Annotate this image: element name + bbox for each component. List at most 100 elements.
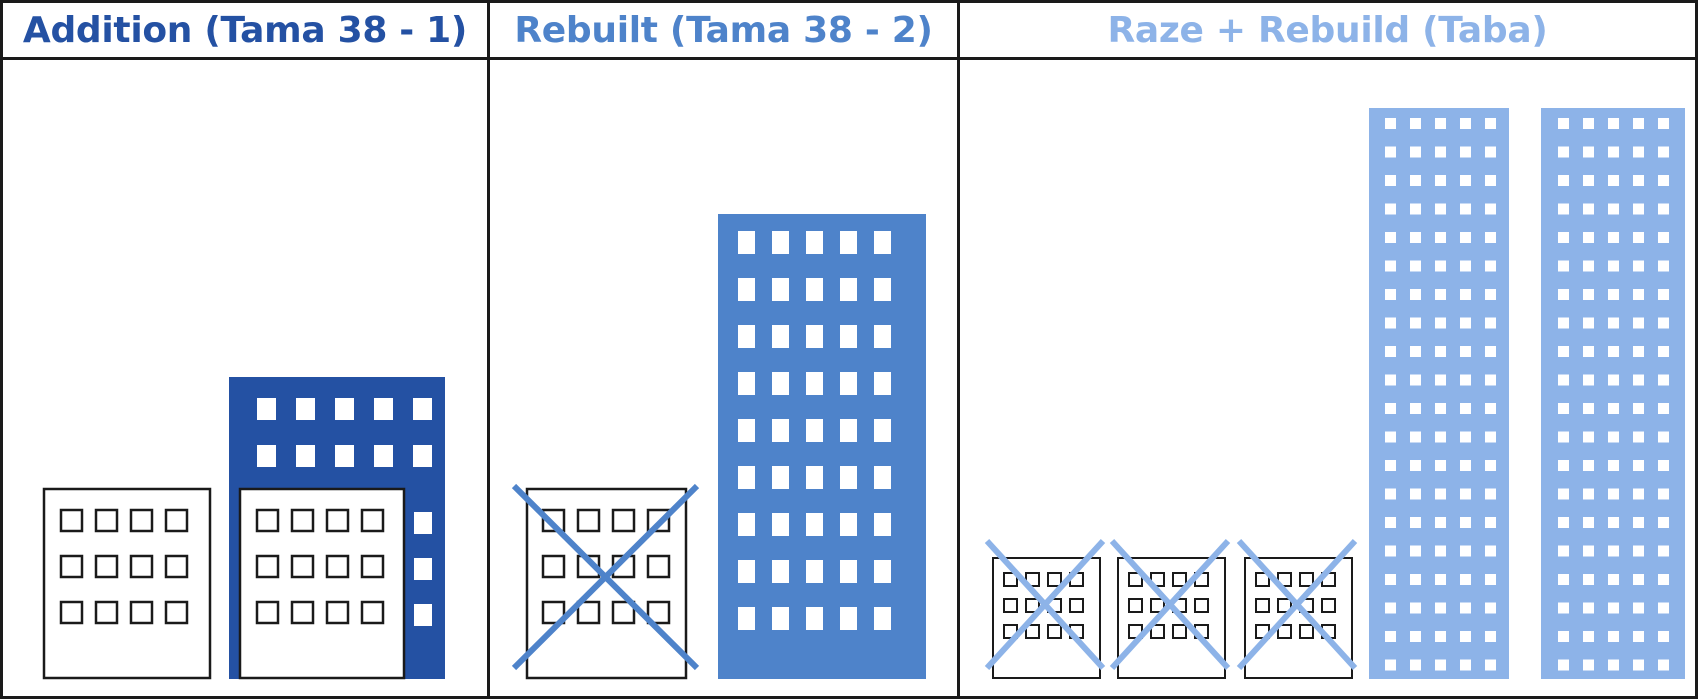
rebuilt-tower-window: [874, 466, 891, 489]
new-tower-1-window: [1485, 232, 1496, 243]
razed-building-3-window: [1277, 624, 1292, 639]
new-tower-2-window: [1658, 460, 1669, 471]
raze-cross-1: [984, 538, 1106, 671]
razed-building-2-window: [1150, 624, 1165, 639]
new-tower-2-window: [1558, 403, 1569, 414]
new-tower-1-window: [1385, 260, 1396, 272]
new-tower-1-window: [1410, 118, 1421, 129]
existing-building-left: [42, 487, 212, 680]
new-tower-1-window: [1435, 317, 1446, 329]
new-tower-2-window: [1633, 631, 1644, 642]
new-tower-1-window: [1485, 517, 1496, 528]
new-tower-1-window: [1410, 431, 1421, 443]
new-tower-2-window: [1608, 517, 1619, 528]
rebuilt-tower-window: [806, 560, 823, 583]
rebuilt-tower-window: [738, 419, 755, 442]
new-tower-1-window: [1460, 232, 1471, 243]
new-tower-2-window: [1608, 431, 1619, 443]
new-tower-1-window: [1460, 346, 1471, 357]
existing-building-right-window: [290, 600, 315, 625]
new-tower-2-window: [1608, 118, 1619, 129]
demolished-building-window: [541, 554, 566, 579]
new-tower-1-window: [1485, 602, 1496, 614]
new-tower-2-window: [1583, 374, 1594, 386]
demolished-building-window: [646, 554, 671, 579]
existing-building-left-window: [59, 600, 84, 625]
new-tower-2-window: [1608, 460, 1619, 471]
rebuilt-tower-window: [874, 560, 891, 583]
raze-cross-2: [1109, 538, 1231, 671]
new-tower-2-window: [1558, 374, 1569, 386]
rebuilt-tower-window: [840, 325, 857, 348]
panel-title-raze-rebuild: Raze + Rebuild (Taba): [960, 3, 1695, 58]
new-tower-1-window: [1435, 146, 1446, 158]
addition-block-window: [296, 398, 315, 420]
new-tower-1-window: [1385, 203, 1396, 215]
rebuilt-tower-window: [738, 231, 755, 254]
demolished-building-window: [576, 508, 601, 533]
new-tower-2-window: [1608, 545, 1619, 557]
new-tower-2-window: [1658, 574, 1669, 585]
new-tower-1-window: [1410, 175, 1421, 186]
new-tower-2-window: [1608, 488, 1619, 500]
razed-building-1-window: [1025, 624, 1040, 639]
new-tower-2-window: [1633, 289, 1644, 300]
rebuilt-tower-window: [806, 607, 823, 630]
new-tower-2-window: [1658, 175, 1669, 186]
new-tower-1-window: [1485, 146, 1496, 158]
panel-title-rebuilt-text: Rebuilt (Tama 38 - 2): [514, 10, 933, 51]
new-tower-2-window: [1658, 659, 1669, 671]
new-tower-2-window: [1658, 488, 1669, 500]
existing-building-right-window: [290, 508, 315, 533]
new-tower-2-window: [1583, 175, 1594, 186]
new-tower-1-window: [1460, 403, 1471, 414]
new-tower-2-window: [1558, 118, 1569, 129]
new-tower-2: [1541, 108, 1685, 679]
new-tower-1-window: [1385, 574, 1396, 585]
new-tower-1-window: [1385, 175, 1396, 186]
new-tower-1-window: [1485, 346, 1496, 357]
existing-building-right-window: [325, 508, 350, 533]
new-tower-1-window: [1435, 517, 1446, 528]
rebuilt-tower-window: [772, 419, 789, 442]
new-tower-2-window: [1583, 346, 1594, 357]
new-tower-1-window: [1385, 460, 1396, 471]
new-tower-2-window: [1558, 460, 1569, 471]
new-tower-1-window: [1460, 175, 1471, 186]
existing-building-right-window: [325, 554, 350, 579]
razed-building-3-window: [1255, 598, 1270, 613]
rebuilt-tower-window: [738, 560, 755, 583]
new-tower-1-window: [1460, 517, 1471, 528]
razed-building-3-window: [1277, 598, 1292, 613]
new-tower-1-window: [1435, 574, 1446, 585]
new-tower-1-window: [1410, 146, 1421, 158]
rebuilt-tower-window: [806, 419, 823, 442]
rebuilt-tower-window: [738, 278, 755, 301]
razed-building-1: [992, 557, 1101, 679]
new-tower-1-window: [1460, 317, 1471, 329]
rebuilt-tower-window: [806, 325, 823, 348]
demolished-building-window: [576, 600, 601, 625]
rebuilt-tower-window: [738, 513, 755, 536]
new-tower-1-window: [1485, 175, 1496, 186]
existing-building-left-window: [59, 508, 84, 533]
addition-block-window: [414, 604, 432, 626]
demolished-building-window: [541, 600, 566, 625]
razed-building-2-window: [1128, 598, 1143, 613]
new-tower-1-window: [1435, 431, 1446, 443]
new-tower-1-window: [1385, 374, 1396, 386]
existing-building-left-window: [129, 508, 154, 533]
new-tower-2-window: [1558, 488, 1569, 500]
rebuilt-tower-window: [772, 231, 789, 254]
new-tower-1-window: [1435, 488, 1446, 500]
existing-building-right-window: [360, 508, 385, 533]
new-tower-1-window: [1485, 203, 1496, 215]
rebuilt-tower-window: [738, 466, 755, 489]
new-tower-1-window: [1460, 260, 1471, 272]
new-tower-1-window: [1485, 317, 1496, 329]
new-tower-2-window: [1583, 488, 1594, 500]
addition-block-window: [257, 398, 276, 420]
new-tower-1-window: [1410, 488, 1421, 500]
existing-building-left-window: [164, 508, 189, 533]
